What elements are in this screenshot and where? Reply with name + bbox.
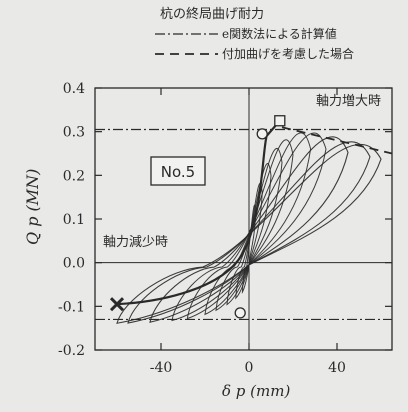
ticks-layer: -0.2 -0.1 0.0 0.1 0.2 0.3 0.4 -40 0 40 xyxy=(58,81,392,376)
specimen-label: No.5 xyxy=(161,163,195,181)
hysteresis-curves xyxy=(116,120,382,324)
annotation-axial-decrease: 軸力減少時 xyxy=(103,234,168,250)
legend-title: 杭の終局曲げ耐力 xyxy=(160,6,264,22)
hysteresis-loop xyxy=(204,139,294,316)
y-axis-title: Q p (MN) xyxy=(23,169,42,245)
x-tick-label: -40 xyxy=(150,360,173,376)
y-tick-label: 0.0 xyxy=(63,256,85,272)
added-bending-line xyxy=(281,126,393,155)
hysteresis-loop xyxy=(226,163,272,306)
hysteresis-loop xyxy=(241,204,257,294)
x-tick-label: 40 xyxy=(328,360,346,376)
markers xyxy=(109,115,286,319)
specimen-box xyxy=(150,156,206,186)
cross-marker xyxy=(109,297,125,312)
y-tick-label: 0.3 xyxy=(63,125,85,141)
hysteresis-loop xyxy=(116,143,382,324)
hysteresis-loop xyxy=(171,132,327,322)
y-tick-label: 0.1 xyxy=(63,212,85,228)
square-marker xyxy=(274,115,286,127)
y-tick-label: 0.2 xyxy=(63,168,85,184)
circle-marker-negative xyxy=(234,307,246,319)
hysteresis-loop xyxy=(186,132,312,320)
x-tick-label: 0 xyxy=(245,360,254,376)
hysteresis-loop xyxy=(235,183,263,300)
y-tick-label: 0.4 xyxy=(63,81,85,97)
skeleton-curve xyxy=(116,120,281,306)
y-tick-label: -0.1 xyxy=(58,299,85,315)
x-axis-title: δ p (mm) xyxy=(222,382,290,400)
circle-marker-positive xyxy=(256,128,268,140)
legend-item-calc: e関数法による計算値 xyxy=(222,26,337,41)
legend: 杭の終局曲げ耐力 e関数法による計算値 付加曲げを考慮した場合 xyxy=(155,6,354,61)
hysteresis-loop xyxy=(149,136,349,323)
annotation-axial-increase: 軸力増大時 xyxy=(316,94,381,109)
legend-item-added-bending: 付加曲げを考慮した場合 xyxy=(222,46,354,61)
y-tick-label: -0.2 xyxy=(58,343,85,359)
